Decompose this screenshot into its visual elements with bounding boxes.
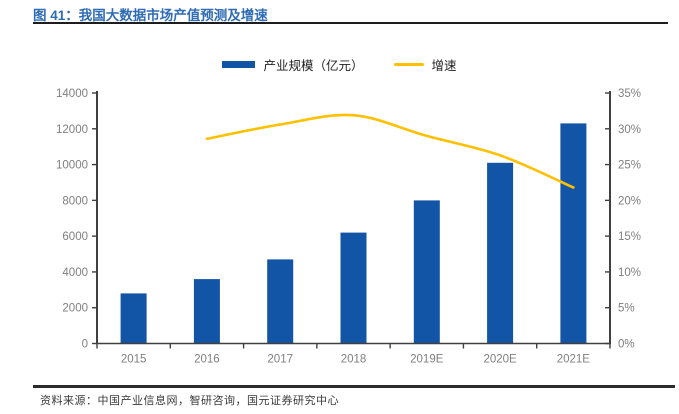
right-axis-tick-label: 25% <box>618 160 641 172</box>
figure-title: 图 41：我国大数据市场产值预测及增速 <box>33 8 268 23</box>
bar-2018 <box>340 232 367 344</box>
bar-series-swatch-icon <box>222 61 256 68</box>
bar-2020E <box>487 162 514 344</box>
bar-2019E <box>413 200 440 344</box>
title-divider-line <box>33 22 668 24</box>
bar-2015 <box>120 293 147 344</box>
left-axis-tick-label: 4000 <box>62 267 88 279</box>
x-axis-label: 2020E <box>483 354 517 366</box>
right-axis-tick-label: 0% <box>618 339 635 351</box>
bar-2016 <box>193 279 220 344</box>
x-axis-label: 2016 <box>194 354 220 366</box>
left-axis-tick-label: 14000 <box>56 88 88 100</box>
right-axis-tick-label: 35% <box>618 88 641 100</box>
line-series-swatch-icon <box>393 63 424 66</box>
footer-divider-line <box>33 385 675 388</box>
left-axis-tick-label: 0 <box>82 339 88 351</box>
bar-2017 <box>267 259 294 344</box>
left-axis-tick-label: 10000 <box>56 160 88 172</box>
x-axis-label: 2021E <box>557 354 591 366</box>
right-axis-tick-label: 30% <box>618 124 641 136</box>
right-axis-tick-label: 15% <box>618 231 641 243</box>
right-axis-tick-label: 20% <box>618 195 641 207</box>
x-axis-label: 2019E <box>410 354 444 366</box>
chart-legend: 产业规模（亿元） 增速 <box>0 55 679 74</box>
x-axis-label: 2018 <box>341 354 367 366</box>
legend-item-industry-scale: 产业规模（亿元） <box>222 55 364 74</box>
x-axis-label: 2015 <box>121 354 147 366</box>
left-axis-tick-label: 2000 <box>62 303 88 315</box>
left-axis-tick-label: 8000 <box>62 195 88 207</box>
legend-label-industry-scale: 产业规模（亿元） <box>263 59 364 73</box>
right-axis-tick-label: 10% <box>618 267 641 279</box>
left-axis-tick-label: 6000 <box>62 231 88 243</box>
chart-canvas: 0 2000 4000 6000 8000 10000 12000 14000 0% 5% 10% 1… <box>56 88 641 366</box>
left-axis-tick-label: 12000 <box>56 124 88 136</box>
right-axis-tick-label: 5% <box>618 303 635 315</box>
legend-label-growth-rate: 增速 <box>431 59 457 73</box>
bar-2021E <box>560 123 587 344</box>
legend-item-growth-rate: 增速 <box>393 55 457 74</box>
x-axis-label: 2017 <box>267 354 293 366</box>
source-note: 资料来源：中国产业信息网，智研咨询，国元证券研究中心 <box>40 395 339 407</box>
growth-rate-line <box>205 113 575 189</box>
